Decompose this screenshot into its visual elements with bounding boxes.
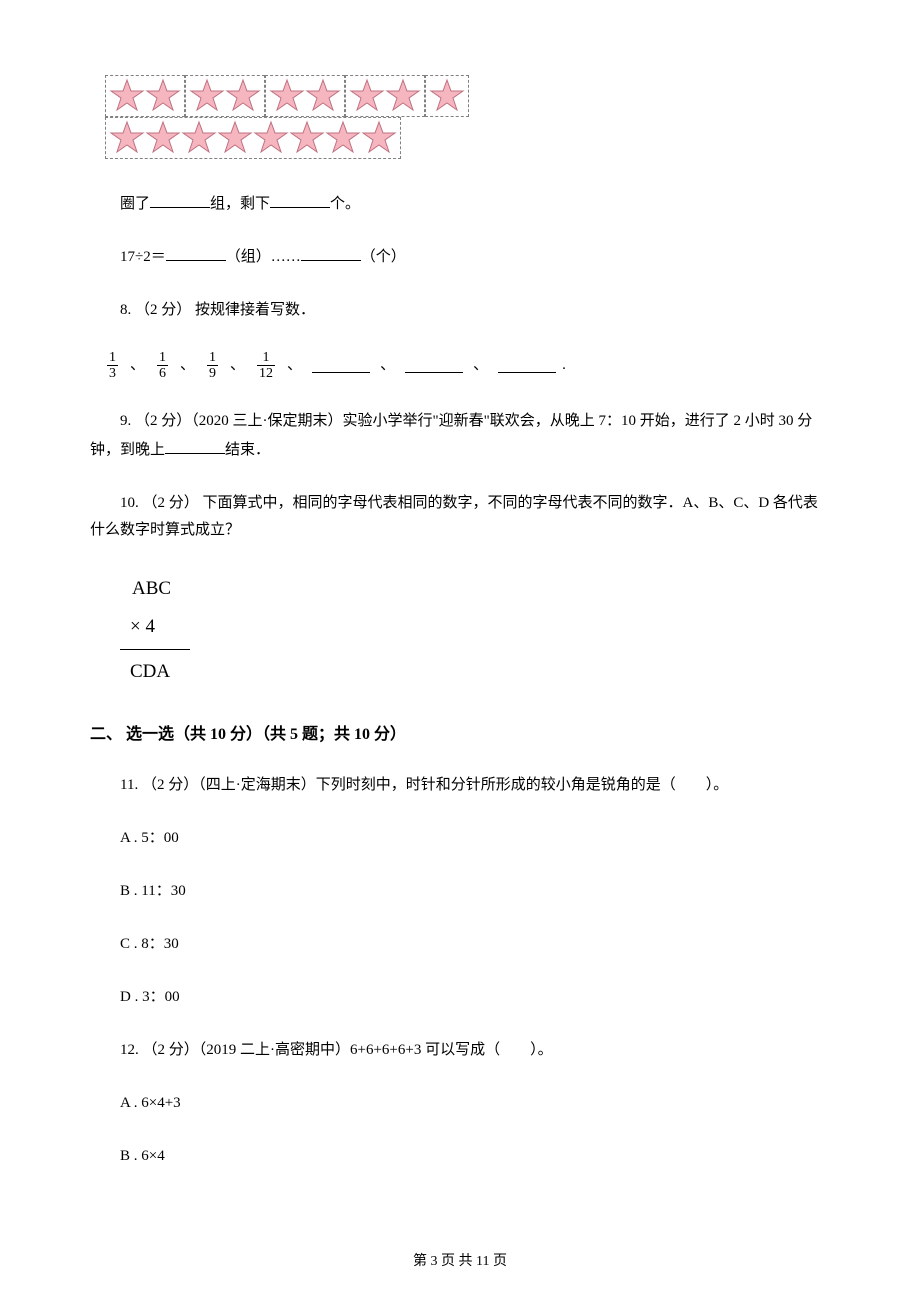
separator: 、	[230, 352, 245, 379]
star-row-2	[105, 117, 830, 159]
separator: 、	[380, 352, 395, 379]
math-line-3: CDA	[120, 653, 830, 691]
text: 钟，到晚上	[90, 442, 165, 458]
q8-text: 8. （2 分） 按规律接着写数．	[90, 297, 830, 324]
text: （组）……	[226, 249, 301, 265]
blank	[165, 439, 225, 454]
q11-choice-a: A . 5：00	[120, 825, 830, 852]
blank	[150, 193, 210, 208]
math-line-1: ABC	[120, 570, 830, 608]
separator: 、	[130, 352, 145, 379]
star-icon	[217, 120, 253, 156]
star-icon	[349, 78, 385, 114]
star-icon	[181, 120, 217, 156]
star-icon	[385, 78, 421, 114]
fraction: 13	[107, 350, 118, 382]
blank	[312, 358, 370, 373]
q12-choice-a: A . 6×4+3	[120, 1090, 830, 1117]
separator: 、	[287, 352, 302, 379]
fraction: 16	[157, 350, 168, 382]
star-icon	[269, 78, 305, 114]
separator: 、	[180, 352, 195, 379]
q12-text: 12. （2 分）（2019 二上·高密期中）6+6+6+6+3 可以写成（ ）…	[90, 1037, 830, 1064]
text: 17÷2＝	[120, 249, 166, 265]
star-icon	[109, 120, 145, 156]
text: 结束．	[225, 442, 270, 458]
q9-line1: 9. （2 分）（2020 三上·保定期末）实验小学举行"迎新春"联欢会，从晚上…	[90, 408, 830, 435]
separator: 、	[473, 352, 488, 379]
star-icon	[325, 120, 361, 156]
q7-line2: 17÷2＝ （组）…… （个）	[90, 244, 830, 271]
page-footer: 第 3 页 共 11 页	[0, 1249, 920, 1274]
q11-choice-c: C . 8：30	[120, 931, 830, 958]
q11-choice-b: B . 11：30	[120, 878, 830, 905]
star-icon	[145, 78, 181, 114]
fraction: 112	[257, 350, 275, 382]
q9-line2: 钟，到晚上 结束．	[90, 437, 830, 464]
blank	[498, 358, 556, 373]
text: 组，剩下	[210, 196, 270, 212]
text: .	[562, 352, 566, 379]
star-icon	[305, 78, 341, 114]
star-icon	[189, 78, 225, 114]
fraction: 19	[207, 350, 218, 382]
star-icon	[225, 78, 261, 114]
blank	[166, 246, 226, 261]
blank	[270, 193, 330, 208]
star-icon	[253, 120, 289, 156]
q11-choice-d: D . 3：00	[120, 984, 830, 1011]
star-icon	[361, 120, 397, 156]
text: 圈了	[120, 196, 150, 212]
blank	[301, 246, 361, 261]
q7-line1: 圈了 组，剩下 个。	[90, 191, 830, 218]
multiplication-expression: ABC × 4 CDA	[120, 570, 830, 692]
q11-text: 11. （2 分）（四上·定海期末）下列时刻中，时针和分针所形成的较小角是锐角的…	[90, 772, 830, 799]
star-icon	[145, 120, 181, 156]
math-divider	[120, 649, 190, 650]
star-row-1	[105, 75, 830, 117]
text: 个。	[330, 196, 360, 212]
star-icon	[429, 78, 465, 114]
star-icon	[289, 120, 325, 156]
star-icon	[109, 78, 145, 114]
q12-choice-b: B . 6×4	[120, 1143, 830, 1170]
q10-text: 10. （2 分） 下面算式中，相同的字母代表相同的数字，不同的字母代表不同的数…	[90, 490, 830, 544]
stars-diagram	[105, 75, 830, 159]
fractions-sequence: 13 、 16 、 19 、 112 、 、 、 .	[105, 350, 830, 382]
text: （个）	[361, 249, 406, 265]
blank	[405, 358, 463, 373]
section-2-heading: 二、 选一选（共 10 分）（共 5 题；共 10 分）	[90, 721, 830, 750]
math-line-2: × 4	[120, 608, 830, 646]
